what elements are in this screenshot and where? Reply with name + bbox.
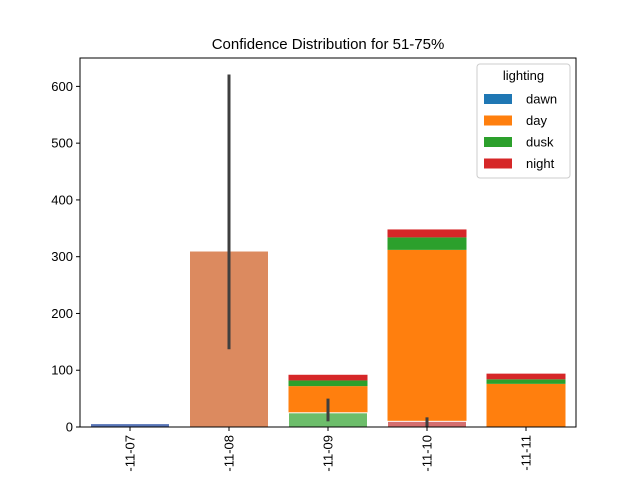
legend-swatch-dawn: [484, 94, 512, 104]
x-tick-label--11-07: -11-07: [123, 435, 138, 472]
legend-label-night: night: [526, 156, 555, 171]
y-tick-label-300: 300: [51, 249, 73, 264]
stacked-bar-day--11-10: [387, 249, 467, 427]
stacked-bar-night--11-11: [486, 373, 566, 380]
legend-box: [476, 63, 571, 179]
legend-swatch-night: [484, 158, 512, 169]
stacked-bar-day--11-11: [486, 383, 566, 427]
legend: lighting dawn day dusk night: [476, 63, 571, 179]
stacked-bar-dusk--11-10: [387, 237, 467, 250]
y-tick-label-400: 400: [51, 192, 73, 207]
x-tick-label--11-11: -11-11: [519, 435, 534, 471]
legend-label-dawn: dawn: [526, 92, 557, 107]
y-tick-label-600: 600: [51, 79, 73, 94]
y-tick-label-100: 100: [51, 363, 73, 378]
legend-label-dusk: dusk: [526, 135, 554, 150]
stacked-bar-night--11-09: [288, 374, 368, 381]
legend-swatch-day: [484, 115, 512, 126]
legend-title: lighting: [503, 68, 544, 83]
mean-bar--11-07: [90, 423, 170, 428]
y-tick-label-0: 0: [66, 420, 73, 435]
x-tick-label--11-09: -11-09: [321, 435, 336, 472]
plot-area: 0 100 200 300 400 500 600 -11-07 -11-08 -11-09 -11…: [51, 57, 577, 472]
stacked-bar-dusk--11-09: [288, 380, 368, 387]
y-tick-label-200: 200: [51, 306, 73, 321]
chart-title: Confidence Distribution for 51-75%: [212, 36, 445, 53]
x-tick-label--11-10: -11-10: [420, 435, 435, 472]
y-tick-label-500: 500: [51, 136, 73, 151]
legend-swatch-dusk: [484, 137, 512, 147]
x-tick-label--11-08: -11-08: [222, 435, 237, 472]
legend-label-day: day: [526, 113, 547, 128]
stacked-bar-night--11-10: [387, 229, 467, 238]
stacked-bar-dusk--11-11: [486, 379, 566, 384]
